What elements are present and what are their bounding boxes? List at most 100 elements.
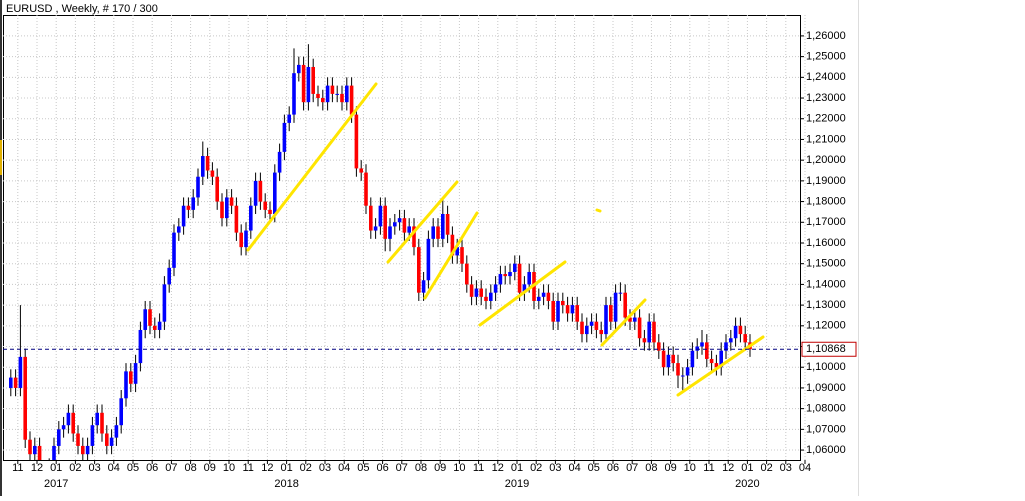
year-label: 2020: [735, 478, 759, 490]
candle-body: [465, 263, 469, 285]
y-tick-label: 1,23000: [806, 92, 846, 104]
trend-lines: [246, 82, 765, 397]
candle-body: [676, 363, 680, 376]
candle-body: [393, 222, 397, 227]
candle-body: [225, 197, 229, 219]
y-tick-label: 1,18000: [806, 195, 846, 207]
y-tick-label: 1,19000: [806, 175, 846, 187]
candle-body: [719, 350, 723, 368]
candle-body: [546, 292, 551, 301]
candle-body: [172, 232, 176, 268]
candle-body: [205, 156, 210, 171]
candle-body: [508, 271, 512, 277]
candle-body: [450, 234, 455, 256]
candle-body: [268, 209, 272, 214]
candle-body: [52, 445, 56, 460]
x-tick-label: 06: [146, 462, 158, 474]
candle-body: [527, 271, 531, 285]
candle-body: [119, 398, 123, 426]
candle-body: [215, 176, 219, 202]
candle-body: [100, 412, 104, 434]
candle-body: [95, 412, 99, 426]
candle-body: [489, 292, 493, 301]
candle-body: [613, 292, 618, 322]
y-tick-label: 1,12000: [806, 320, 846, 332]
candle-body: [426, 238, 431, 281]
x-tick-label: 10: [684, 462, 696, 474]
trend-line: [423, 211, 479, 300]
year-label: 2019: [505, 478, 529, 490]
trend-line: [600, 298, 647, 347]
candle-body: [229, 197, 234, 206]
x-tick-label: 08: [184, 462, 196, 474]
x-tick-label: 07: [626, 462, 638, 474]
x-tick-label: 10: [223, 462, 235, 474]
candle-body: [729, 338, 733, 343]
y-tick-label: 1,08000: [806, 403, 846, 415]
candle-body: [705, 342, 709, 359]
candle-body: [273, 172, 277, 214]
candle-body: [618, 292, 623, 294]
x-tick-label: 12: [492, 462, 504, 474]
candle-body: [743, 334, 747, 343]
candles: [9, 44, 752, 460]
candle-body: [666, 354, 671, 368]
trend-line: [478, 260, 567, 327]
x-tick-label: 02: [69, 462, 81, 474]
candle-body: [297, 64, 301, 74]
candle-body: [469, 284, 474, 297]
x-tick-label: 01: [50, 462, 62, 474]
candle-body: [109, 437, 114, 446]
candle-body: [738, 325, 743, 335]
candle-body: [373, 226, 378, 231]
candle-body: [690, 350, 695, 368]
y-tick-label: 1,13000: [806, 299, 846, 311]
trend-line: [595, 208, 602, 213]
x-tick-label: 04: [108, 462, 120, 474]
x-tick-label: 09: [204, 462, 216, 474]
candle-body: [517, 263, 522, 293]
candle-body: [196, 176, 200, 198]
candle-body: [623, 292, 627, 318]
candle-body: [153, 325, 157, 330]
x-tick-label: 04: [568, 462, 580, 474]
x-tick-label: 03: [549, 462, 561, 474]
candle-body: [33, 445, 37, 455]
candle-body: [609, 305, 613, 322]
candle-body: [191, 197, 195, 210]
last-price-label: 1,10868: [806, 343, 846, 355]
candle-body: [709, 358, 714, 364]
candle-body: [105, 433, 109, 446]
candle-body: [133, 363, 138, 384]
candle-body: [661, 350, 666, 368]
candle-body: [421, 280, 426, 293]
axes: 1,060001,070001,080001,090001,100001,110…: [3, 30, 857, 490]
x-tick-label: 10: [453, 462, 465, 474]
candle-body: [138, 329, 143, 364]
x-tick-label: 01: [741, 462, 753, 474]
y-tick-label: 1,17000: [806, 216, 846, 228]
candle-body: [124, 371, 128, 399]
candle-body: [551, 300, 555, 322]
candle-body: [436, 226, 440, 239]
x-tick-label: 11: [473, 462, 484, 474]
candle-body: [325, 85, 330, 103]
candle-body: [561, 300, 565, 306]
candle-body: [637, 317, 642, 339]
candle-body: [18, 356, 23, 388]
candle-body: [13, 377, 18, 388]
candle-body: [177, 226, 181, 233]
y-tick-label: 1,06000: [806, 444, 846, 456]
candle-body: [181, 205, 186, 227]
candle-body: [604, 305, 608, 335]
candle-body: [61, 425, 66, 430]
candle-body: [652, 321, 656, 343]
y-tick-label: 1,09000: [806, 382, 846, 394]
candle-body: [479, 288, 483, 297]
x-tick-label: 12: [261, 462, 273, 474]
candle-body: [282, 122, 287, 152]
candle-body: [417, 247, 421, 293]
candle-body: [129, 371, 133, 384]
candle-body: [498, 274, 503, 285]
